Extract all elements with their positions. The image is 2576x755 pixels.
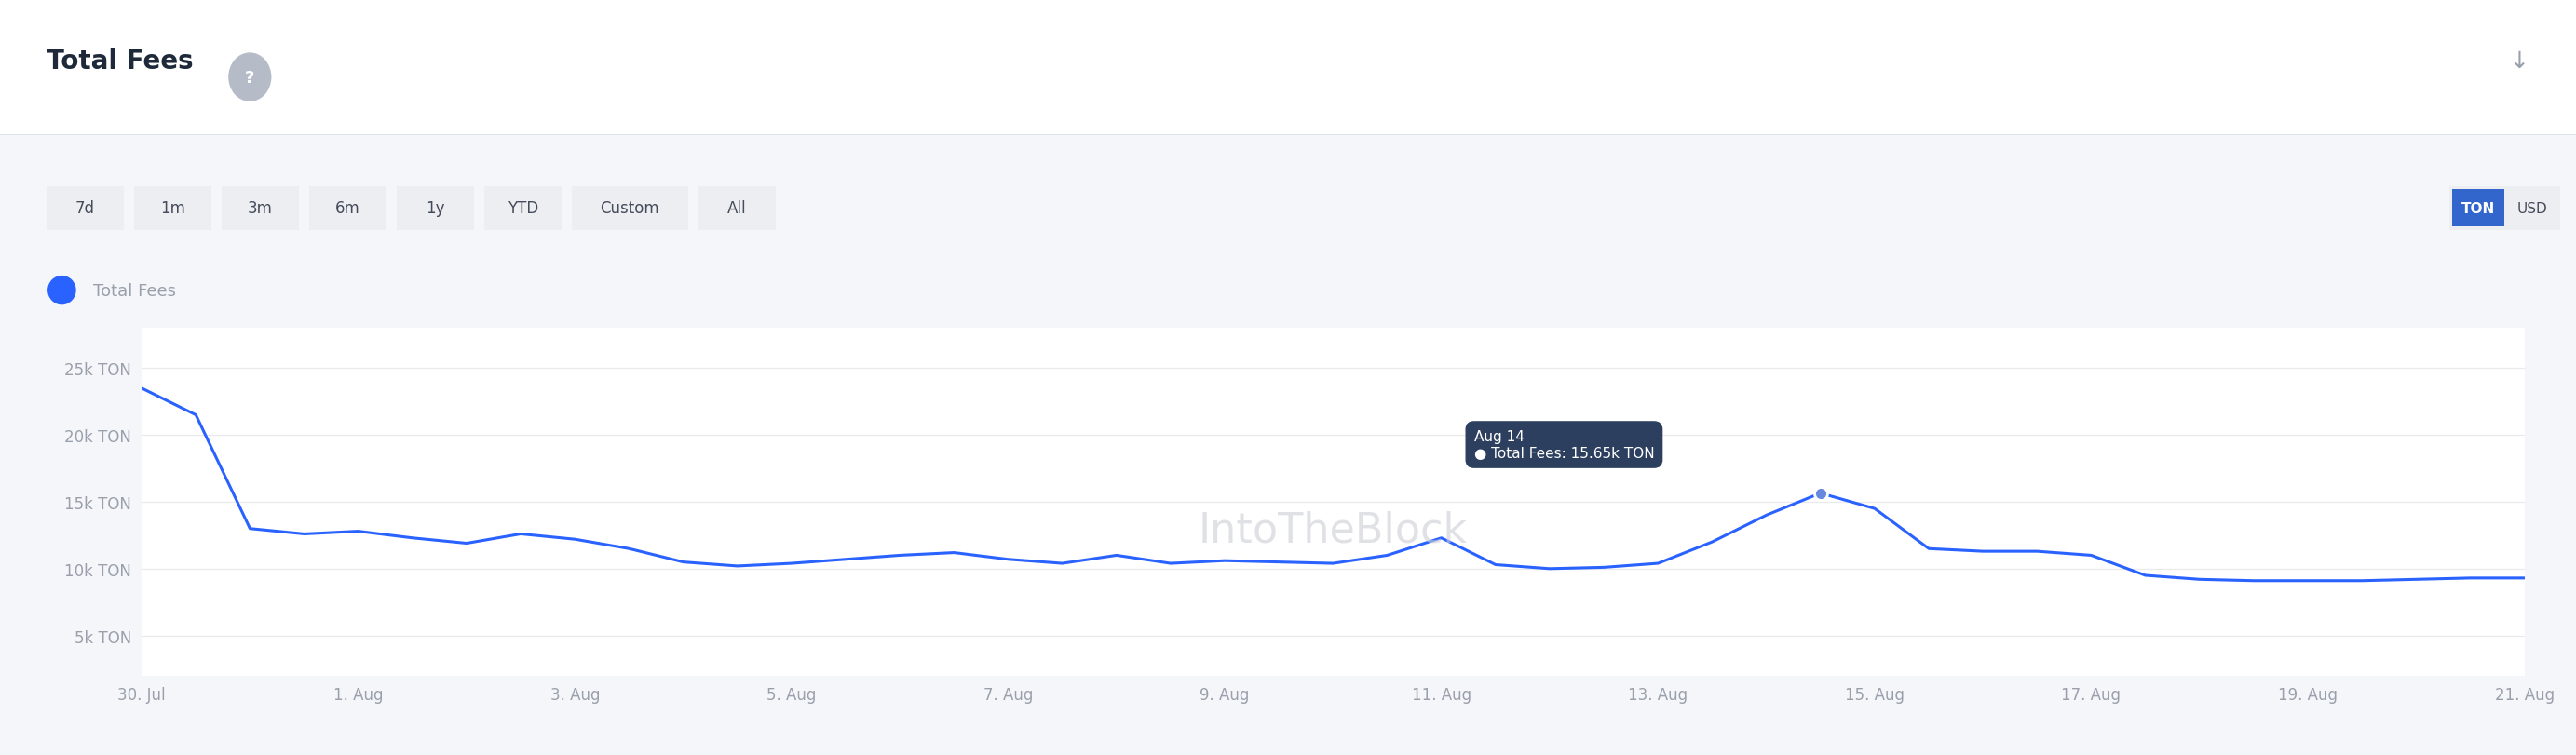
Circle shape xyxy=(229,54,270,102)
Text: Total Fees: Total Fees xyxy=(46,48,193,74)
Text: USD: USD xyxy=(2517,202,2548,215)
Text: TON: TON xyxy=(2460,202,2496,215)
Text: YTD: YTD xyxy=(507,200,538,217)
Text: 6m: 6m xyxy=(335,200,361,217)
Text: Aug 14
● Total Fees: 15.65k TON: Aug 14 ● Total Fees: 15.65k TON xyxy=(1473,430,1654,460)
Text: Custom: Custom xyxy=(600,200,659,217)
Text: IntoTheBlock: IntoTheBlock xyxy=(1198,510,1468,550)
Text: ?: ? xyxy=(245,69,255,86)
Text: 3m: 3m xyxy=(247,200,273,217)
Text: 1m: 1m xyxy=(160,200,185,217)
Text: ↓: ↓ xyxy=(2509,50,2530,72)
Text: 7d: 7d xyxy=(75,200,95,217)
Text: Total Fees: Total Fees xyxy=(93,282,175,299)
Circle shape xyxy=(49,277,75,304)
Text: All: All xyxy=(726,200,747,217)
Text: 1y: 1y xyxy=(425,200,446,217)
